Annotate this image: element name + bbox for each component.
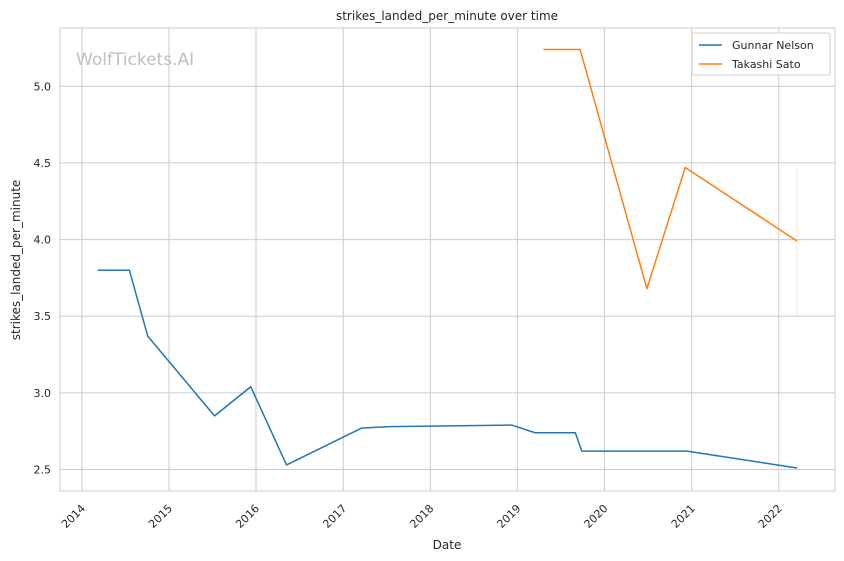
plot-frame [59,27,836,492]
watermark-text: WolfTickets.AI [76,50,194,70]
y-tick-labels: 2.5 3.0 3.5 4.0 4.5 5.0 [34,80,52,476]
series-lines [97,48,798,469]
chart-title: strikes_landed_per_minute over time [336,9,558,23]
legend-box [691,32,831,76]
y-axis-label: strikes_landed_per_minute [9,180,23,341]
x-axis-label: Date [433,538,462,552]
legend-label-takashi-sato: Takashi Sato [731,58,801,71]
y-tick-label-2-5: 2.5 [34,464,52,477]
legend-label-gunnar-nelson: Gunnar Nelson [732,39,814,52]
legend: Gunnar Nelson Takashi Sato [691,32,831,76]
y-tick-label-3-0: 3.0 [34,387,52,400]
y-tick-label-3-5: 3.5 [34,310,52,323]
y-tick-label-4-0: 4.0 [34,234,52,247]
y-tick-label-4-5: 4.5 [34,157,52,170]
series-line-gunnar-nelson [97,269,798,469]
grid-lines [60,28,835,491]
y-tick-label-5-0: 5.0 [34,80,52,93]
series-line-takashi-sato [543,48,798,290]
